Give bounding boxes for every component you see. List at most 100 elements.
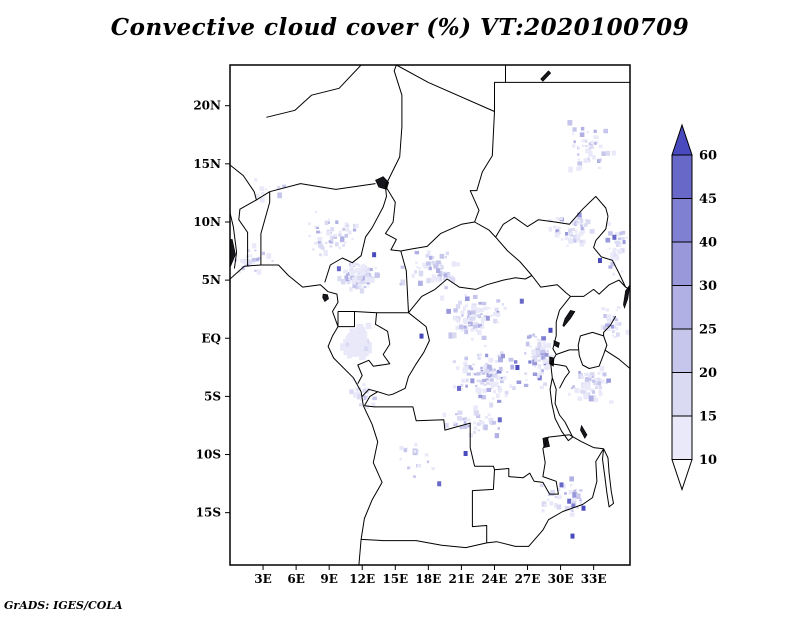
colorbar-segment (671, 415, 693, 460)
cloud-cell (545, 364, 550, 370)
cloud-cell (493, 312, 497, 317)
cloud-cell (470, 327, 474, 332)
x-tick-label: 12E (349, 572, 375, 586)
cloud-cell (319, 253, 322, 257)
cloud-cell (572, 492, 577, 498)
cloud-cell (595, 140, 599, 145)
cloud-cell (308, 234, 311, 238)
cloud-cell (580, 126, 585, 131)
border-togo-benin (238, 191, 270, 267)
cloud-cell (333, 233, 338, 238)
cloud-cell (352, 277, 356, 282)
cloud-cell (364, 265, 367, 268)
y-tick-label: 5N (202, 273, 221, 287)
cloud-cell (497, 354, 500, 357)
border-drc-zambia (474, 434, 570, 495)
cloud-cell (271, 259, 274, 262)
cloud-cell (586, 157, 591, 163)
cloud-cell (573, 219, 578, 223)
cloud-cell (614, 255, 620, 261)
border-car-ssudan (474, 221, 533, 276)
cloud-cell (580, 239, 586, 244)
cloud-cell (468, 433, 473, 438)
x-tick-label: 30E (548, 572, 574, 586)
cloud-cell (477, 429, 481, 432)
cloud-cell (344, 233, 348, 238)
cloud-cell (539, 385, 544, 390)
cloud-cell (343, 339, 349, 344)
cloud-cell (467, 424, 470, 428)
cloud-cell (467, 317, 470, 321)
cloud-cell (593, 397, 599, 403)
cloud-cell (593, 394, 597, 398)
cloud-cell (541, 336, 546, 341)
cloud-cell (566, 244, 569, 247)
cloud-cell (491, 385, 494, 389)
cloud-cell (403, 448, 408, 453)
cloud-cell (453, 422, 458, 427)
cloud-cell (475, 307, 481, 313)
cloud-cell (546, 342, 551, 349)
cloud-cell (612, 315, 615, 318)
cloud-cell (330, 227, 334, 232)
cloud-cell (337, 276, 342, 282)
cloud-cell (598, 389, 602, 393)
cloud-cell (347, 353, 352, 359)
border-angola-zambia (471, 469, 495, 543)
cloud-cell (316, 230, 320, 234)
cloud-cell (598, 391, 603, 397)
cloud-cell (548, 226, 553, 232)
cloud-cell (491, 397, 495, 400)
cloud-cell (256, 269, 262, 275)
cloud-cell (478, 301, 482, 305)
cloud-cell (432, 256, 435, 259)
cloud-cell (496, 299, 501, 303)
cloud-cell (356, 394, 361, 400)
cloud-cell (363, 285, 367, 289)
cloud-cell (462, 424, 468, 429)
map-feature-bioko-island (322, 293, 329, 303)
cloud-cell (568, 489, 572, 493)
cloud-cell (314, 225, 317, 229)
cloud-cell-dark (336, 266, 341, 272)
cloud-cell (477, 315, 481, 319)
cloud-cell (504, 394, 508, 398)
cloud-cell (528, 334, 532, 339)
cloud-cell (575, 233, 578, 236)
border-lake-malawi (602, 448, 614, 508)
cloud-cell (254, 193, 260, 198)
cloud-cell (413, 449, 417, 453)
cloud-cell (343, 269, 348, 274)
cloud-cell (452, 332, 457, 339)
cloud-cell (482, 316, 486, 320)
cloud-cell (576, 493, 581, 499)
cloud-cell (525, 379, 528, 381)
cloud-cell (473, 430, 476, 434)
cloud-cell (476, 372, 481, 376)
cloud-cell (618, 322, 622, 326)
cloud-cell (490, 422, 494, 426)
cloud-cell (463, 361, 468, 367)
cloud-cell (470, 378, 475, 384)
cloud-cell (329, 240, 334, 244)
cloud-cell (359, 403, 362, 407)
cloud-cell (400, 265, 405, 269)
cloud-cell (495, 393, 500, 398)
border-sudan-ssudan (495, 195, 609, 238)
border-niger-nigeria (269, 183, 376, 193)
cloud-cell (573, 489, 576, 492)
cloud-cell (339, 230, 342, 233)
cloud-cell (581, 375, 584, 379)
cloud-cell (571, 509, 574, 513)
cloud-cell (572, 385, 576, 389)
cloud-cell-dark (567, 498, 572, 504)
colorbar-segment (671, 198, 693, 243)
cloud-cell (418, 280, 423, 286)
cloud-cell (495, 375, 501, 381)
border-lake-tanganyika (549, 377, 574, 442)
cloud-cell (585, 219, 591, 225)
cloud-cell (428, 277, 433, 283)
border-niger-algeria (266, 65, 362, 118)
cloud-cell (360, 266, 365, 271)
cloud-cell (468, 324, 471, 326)
